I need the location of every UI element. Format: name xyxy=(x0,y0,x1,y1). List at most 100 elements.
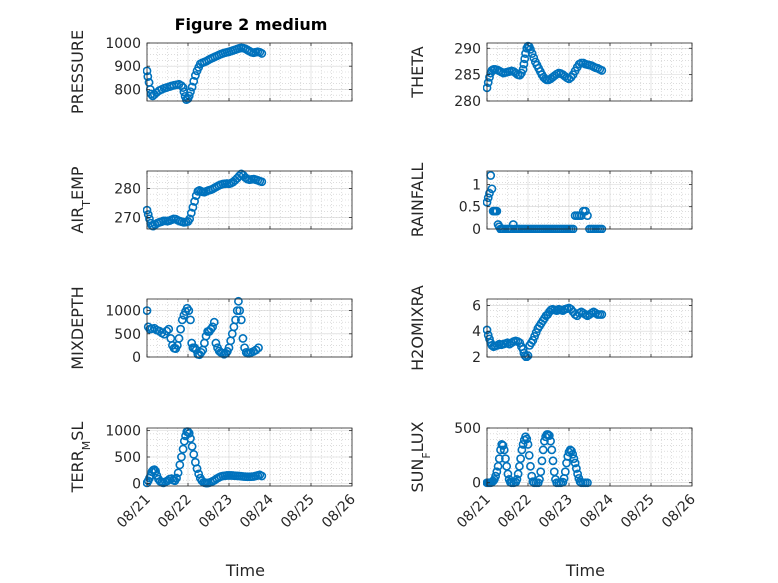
axes-box-4 xyxy=(146,298,353,358)
data-point xyxy=(581,206,590,216)
data-point xyxy=(189,449,199,459)
data-point xyxy=(520,351,530,361)
data-point xyxy=(488,476,498,486)
y-axis-label-0: PRESSURE xyxy=(68,30,87,114)
subplot-4: 0 500 1000 MIXDEPTH xyxy=(68,286,353,370)
data-point xyxy=(483,78,493,87)
data-point xyxy=(491,471,501,481)
y-axis-label-6: TERRMSL xyxy=(68,422,93,494)
y-tick-label: 0 xyxy=(472,222,481,238)
data-point xyxy=(151,466,161,476)
data-point xyxy=(597,310,607,319)
data-point xyxy=(526,44,535,54)
axes-box-2 xyxy=(146,170,353,230)
data-point xyxy=(527,49,537,58)
subplot-5: 2 4 6 H2OMIXRA xyxy=(408,285,693,371)
data-point xyxy=(143,72,153,82)
data-point xyxy=(537,456,547,466)
y-tick-label: 290 xyxy=(454,41,481,57)
data-point xyxy=(178,444,188,454)
y-axis-label-3: RAINFALL xyxy=(408,163,427,238)
axes-box-1 xyxy=(486,42,693,102)
data-point xyxy=(143,210,153,219)
data-point xyxy=(209,317,219,327)
data-point xyxy=(186,208,196,218)
axes-box-5 xyxy=(486,298,693,358)
y-axis-label-7: SUNFLUX xyxy=(408,421,433,492)
data-point xyxy=(583,211,592,221)
y-axis-label-4: MIXDEPTH xyxy=(68,286,87,369)
data-point xyxy=(597,66,607,75)
y-tick-label: 0 xyxy=(132,350,141,366)
y-tick-label: 6 xyxy=(472,298,481,314)
data-point xyxy=(190,71,200,80)
data-point xyxy=(568,449,578,459)
data-point xyxy=(498,441,508,450)
data-point xyxy=(523,440,533,449)
data-point xyxy=(177,452,186,462)
y-tick-label: 500 xyxy=(454,421,481,437)
data-point xyxy=(146,89,156,99)
data-point xyxy=(192,464,202,473)
data-point xyxy=(485,188,494,198)
y-axis-label-2: AIRTEMP xyxy=(68,166,93,233)
data-point xyxy=(194,469,204,479)
data-point xyxy=(175,460,185,470)
data-point xyxy=(492,206,502,216)
x-axis-label-6: Time xyxy=(225,561,265,580)
data-point xyxy=(544,431,554,441)
subplot-1: 280 285 290 THETA xyxy=(408,41,693,110)
data-point xyxy=(529,53,539,63)
data-point xyxy=(234,296,243,306)
y-tick-label: 4 xyxy=(472,324,481,340)
data-point xyxy=(186,434,195,443)
y-tick-label: 0 xyxy=(472,476,481,492)
data-point xyxy=(548,456,558,466)
data-point xyxy=(523,351,533,361)
series-markers-7 xyxy=(483,430,592,488)
data-point xyxy=(257,177,267,187)
data-point xyxy=(483,193,493,203)
data-point xyxy=(186,315,195,325)
data-point xyxy=(565,445,575,455)
data-point xyxy=(487,184,497,194)
data-point xyxy=(186,87,195,97)
data-point xyxy=(254,343,263,353)
y-tick-label: 900 xyxy=(114,59,141,75)
data-point xyxy=(235,306,245,315)
data-point xyxy=(185,214,195,224)
data-point xyxy=(503,469,513,479)
data-point xyxy=(187,442,197,451)
y-tick-label: 0 xyxy=(132,476,141,492)
data-point xyxy=(251,345,261,355)
subplot-0: 800 900 1000 PRESSURE xyxy=(68,30,353,114)
data-point xyxy=(176,324,186,334)
axes-box-3 xyxy=(486,170,693,230)
series-markers-2 xyxy=(143,169,267,231)
data-point xyxy=(569,454,579,464)
data-point xyxy=(519,59,529,69)
y-tick-label: 500 xyxy=(114,450,141,466)
data-point xyxy=(211,338,221,348)
data-point xyxy=(173,468,183,478)
y-axis-label-5: H2OMIXRA xyxy=(408,285,427,371)
subplot-3: 0 0.5 1 RAINFALL xyxy=(408,163,693,238)
data-point xyxy=(546,436,555,446)
data-point xyxy=(178,83,188,92)
subplot-2: 270 280 AIRTEMP xyxy=(68,166,353,234)
data-point xyxy=(570,458,580,468)
data-point xyxy=(208,322,217,332)
data-point xyxy=(190,197,199,206)
y-tick-label: 800 xyxy=(114,82,141,98)
data-point xyxy=(164,324,174,334)
y-tick-label: 1000 xyxy=(105,304,141,320)
data-point xyxy=(188,202,198,212)
axes-box-7 xyxy=(486,427,693,487)
y-tick-label: 1000 xyxy=(105,424,141,440)
data-point xyxy=(571,464,581,473)
data-point xyxy=(231,315,240,325)
y-tick-label: 280 xyxy=(114,181,141,197)
data-point xyxy=(177,315,187,325)
data-point xyxy=(162,326,172,336)
